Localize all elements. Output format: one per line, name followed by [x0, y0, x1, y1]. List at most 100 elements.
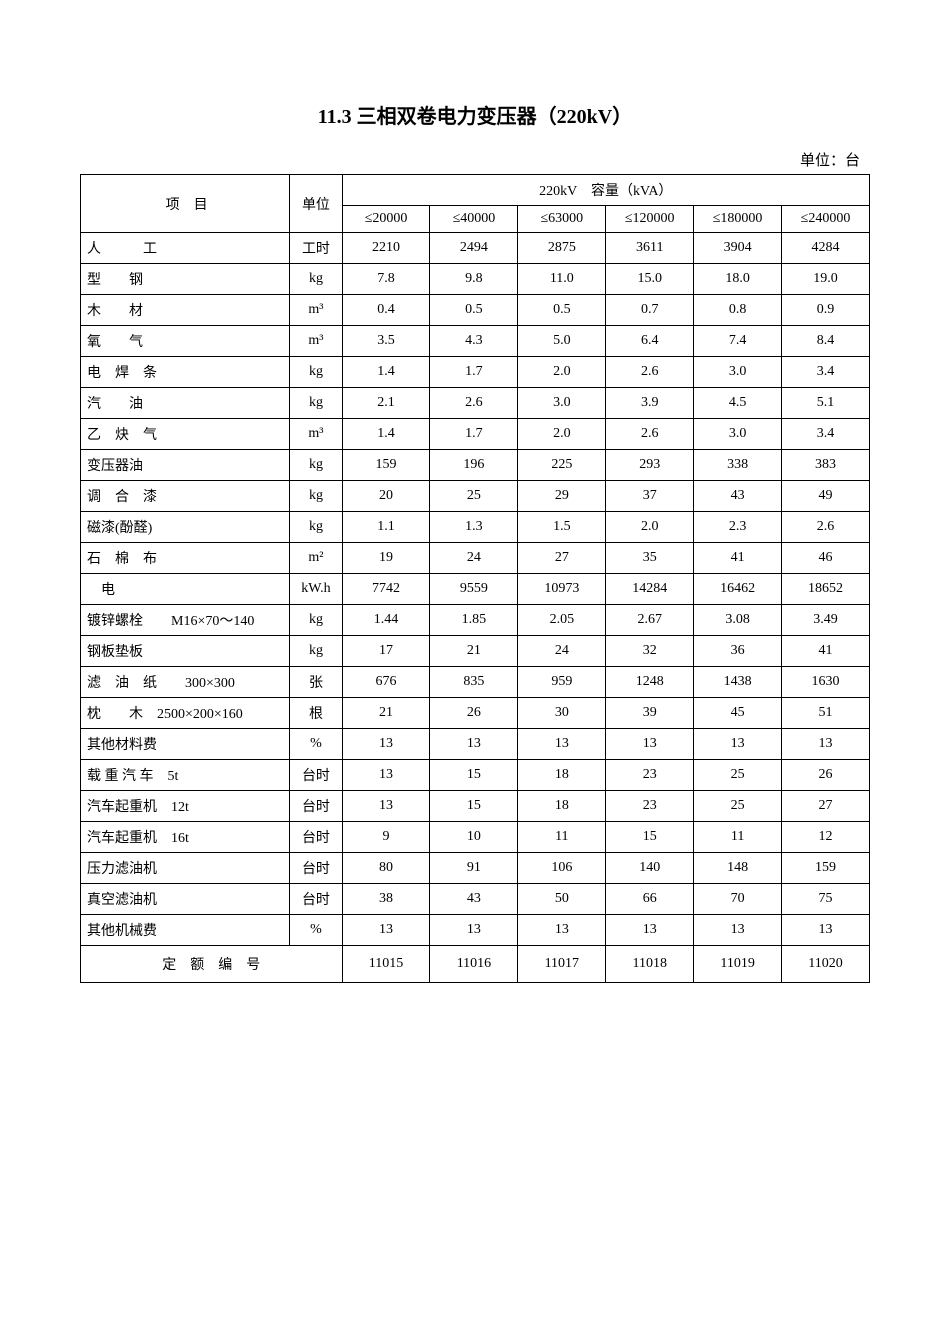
quota-cell: 11019	[694, 946, 782, 983]
unit-cell: %	[290, 729, 342, 760]
data-cell: 13	[782, 915, 870, 946]
table-row: 其他机械费%131313131313	[81, 915, 870, 946]
unit-cell: kW.h	[290, 574, 342, 605]
item-cell: 电	[81, 574, 290, 605]
table-row: 磁漆(酚醛)kg1.11.31.52.02.32.6	[81, 512, 870, 543]
data-cell: 106	[518, 853, 606, 884]
table-row: 滤 油 纸 300×300张676835959124814381630	[81, 667, 870, 698]
data-cell: 8.4	[782, 326, 870, 357]
quota-cell: 11017	[518, 946, 606, 983]
item-cell: 磁漆(酚醛)	[81, 512, 290, 543]
unit-cell: 张	[290, 667, 342, 698]
data-cell: 30	[518, 698, 606, 729]
data-cell: 3.9	[606, 388, 694, 419]
data-cell: 18	[518, 760, 606, 791]
data-cell: 80	[342, 853, 430, 884]
data-cell: 2.1	[342, 388, 430, 419]
unit-cell: 台时	[290, 760, 342, 791]
data-cell: 13	[342, 915, 430, 946]
data-cell: 3.4	[782, 419, 870, 450]
page-title: 11.3 三相双卷电力变压器（220kV）	[80, 100, 870, 129]
table-row: 电 焊 条kg1.41.72.02.63.03.4	[81, 357, 870, 388]
data-cell: 10973	[518, 574, 606, 605]
header-col-2: ≤63000	[518, 206, 606, 233]
data-cell: 3904	[694, 233, 782, 264]
data-cell: 2.0	[518, 357, 606, 388]
table-row: 载 重 汽 车 5t台时131518232526	[81, 760, 870, 791]
item-cell: 石 棉 布	[81, 543, 290, 574]
unit-cell: kg	[290, 512, 342, 543]
data-cell: 7.8	[342, 264, 430, 295]
table-row: 氧 气m³3.54.35.06.47.48.4	[81, 326, 870, 357]
table-row: 石 棉 布m²192427354146	[81, 543, 870, 574]
data-cell: 25	[694, 760, 782, 791]
data-cell: 20	[342, 481, 430, 512]
data-cell: 1.4	[342, 419, 430, 450]
data-cell: 7742	[342, 574, 430, 605]
data-cell: 27	[518, 543, 606, 574]
data-cell: 27	[782, 791, 870, 822]
data-cell: 24	[430, 543, 518, 574]
data-cell: 1.7	[430, 357, 518, 388]
item-cell: 枕 木 2500×200×160	[81, 698, 290, 729]
table-row: 电kW.h7742955910973142841646218652	[81, 574, 870, 605]
data-cell: 1.7	[430, 419, 518, 450]
data-cell: 16462	[694, 574, 782, 605]
header-col-4: ≤180000	[694, 206, 782, 233]
unit-cell: 根	[290, 698, 342, 729]
data-cell: 1.44	[342, 605, 430, 636]
data-cell: 23	[606, 760, 694, 791]
quota-row: 定 额 编 号 11015 11016 11017 11018 11019 11…	[81, 946, 870, 983]
unit-cell: kg	[290, 481, 342, 512]
data-cell: 13	[430, 915, 518, 946]
table-row: 汽车起重机 12t台时131518232527	[81, 791, 870, 822]
data-cell: 37	[606, 481, 694, 512]
unit-cell: 台时	[290, 884, 342, 915]
data-cell: 835	[430, 667, 518, 698]
unit-cell: kg	[290, 357, 342, 388]
header-col-5: ≤240000	[782, 206, 870, 233]
data-cell: 38	[342, 884, 430, 915]
data-cell: 1438	[694, 667, 782, 698]
table-row: 压力滤油机台时8091106140148159	[81, 853, 870, 884]
data-cell: 18	[518, 791, 606, 822]
item-cell: 乙 炔 气	[81, 419, 290, 450]
table-row: 木 材m³0.40.50.50.70.80.9	[81, 295, 870, 326]
header-item: 项 目	[81, 175, 290, 233]
data-cell: 1.4	[342, 357, 430, 388]
unit-cell: kg	[290, 636, 342, 667]
data-cell: 43	[694, 481, 782, 512]
table-row: 乙 炔 气m³1.41.72.02.63.03.4	[81, 419, 870, 450]
data-cell: 159	[782, 853, 870, 884]
item-cell: 型 钢	[81, 264, 290, 295]
unit-cell: m³	[290, 295, 342, 326]
data-cell: 11.0	[518, 264, 606, 295]
data-cell: 15	[430, 760, 518, 791]
data-table: 项 目 单位 220kV 容量（kVA） ≤20000 ≤40000 ≤6300…	[80, 174, 870, 983]
data-cell: 1.3	[430, 512, 518, 543]
unit-cell: kg	[290, 605, 342, 636]
quota-cell: 11018	[606, 946, 694, 983]
data-cell: 4.5	[694, 388, 782, 419]
data-cell: 15.0	[606, 264, 694, 295]
data-cell: 23	[606, 791, 694, 822]
unit-cell: kg	[290, 388, 342, 419]
item-cell: 变压器油	[81, 450, 290, 481]
data-cell: 13	[518, 915, 606, 946]
data-cell: 26	[430, 698, 518, 729]
header-unit: 单位	[290, 175, 342, 233]
data-cell: 19	[342, 543, 430, 574]
item-cell: 汽车起重机 16t	[81, 822, 290, 853]
unit-cell: m³	[290, 419, 342, 450]
item-cell: 汽车起重机 12t	[81, 791, 290, 822]
data-cell: 2494	[430, 233, 518, 264]
data-cell: 2210	[342, 233, 430, 264]
data-cell: 2.3	[694, 512, 782, 543]
data-cell: 3.5	[342, 326, 430, 357]
data-cell: 13	[342, 729, 430, 760]
data-cell: 91	[430, 853, 518, 884]
data-cell: 11	[518, 822, 606, 853]
data-cell: 25	[694, 791, 782, 822]
data-cell: 11	[694, 822, 782, 853]
data-cell: 41	[694, 543, 782, 574]
